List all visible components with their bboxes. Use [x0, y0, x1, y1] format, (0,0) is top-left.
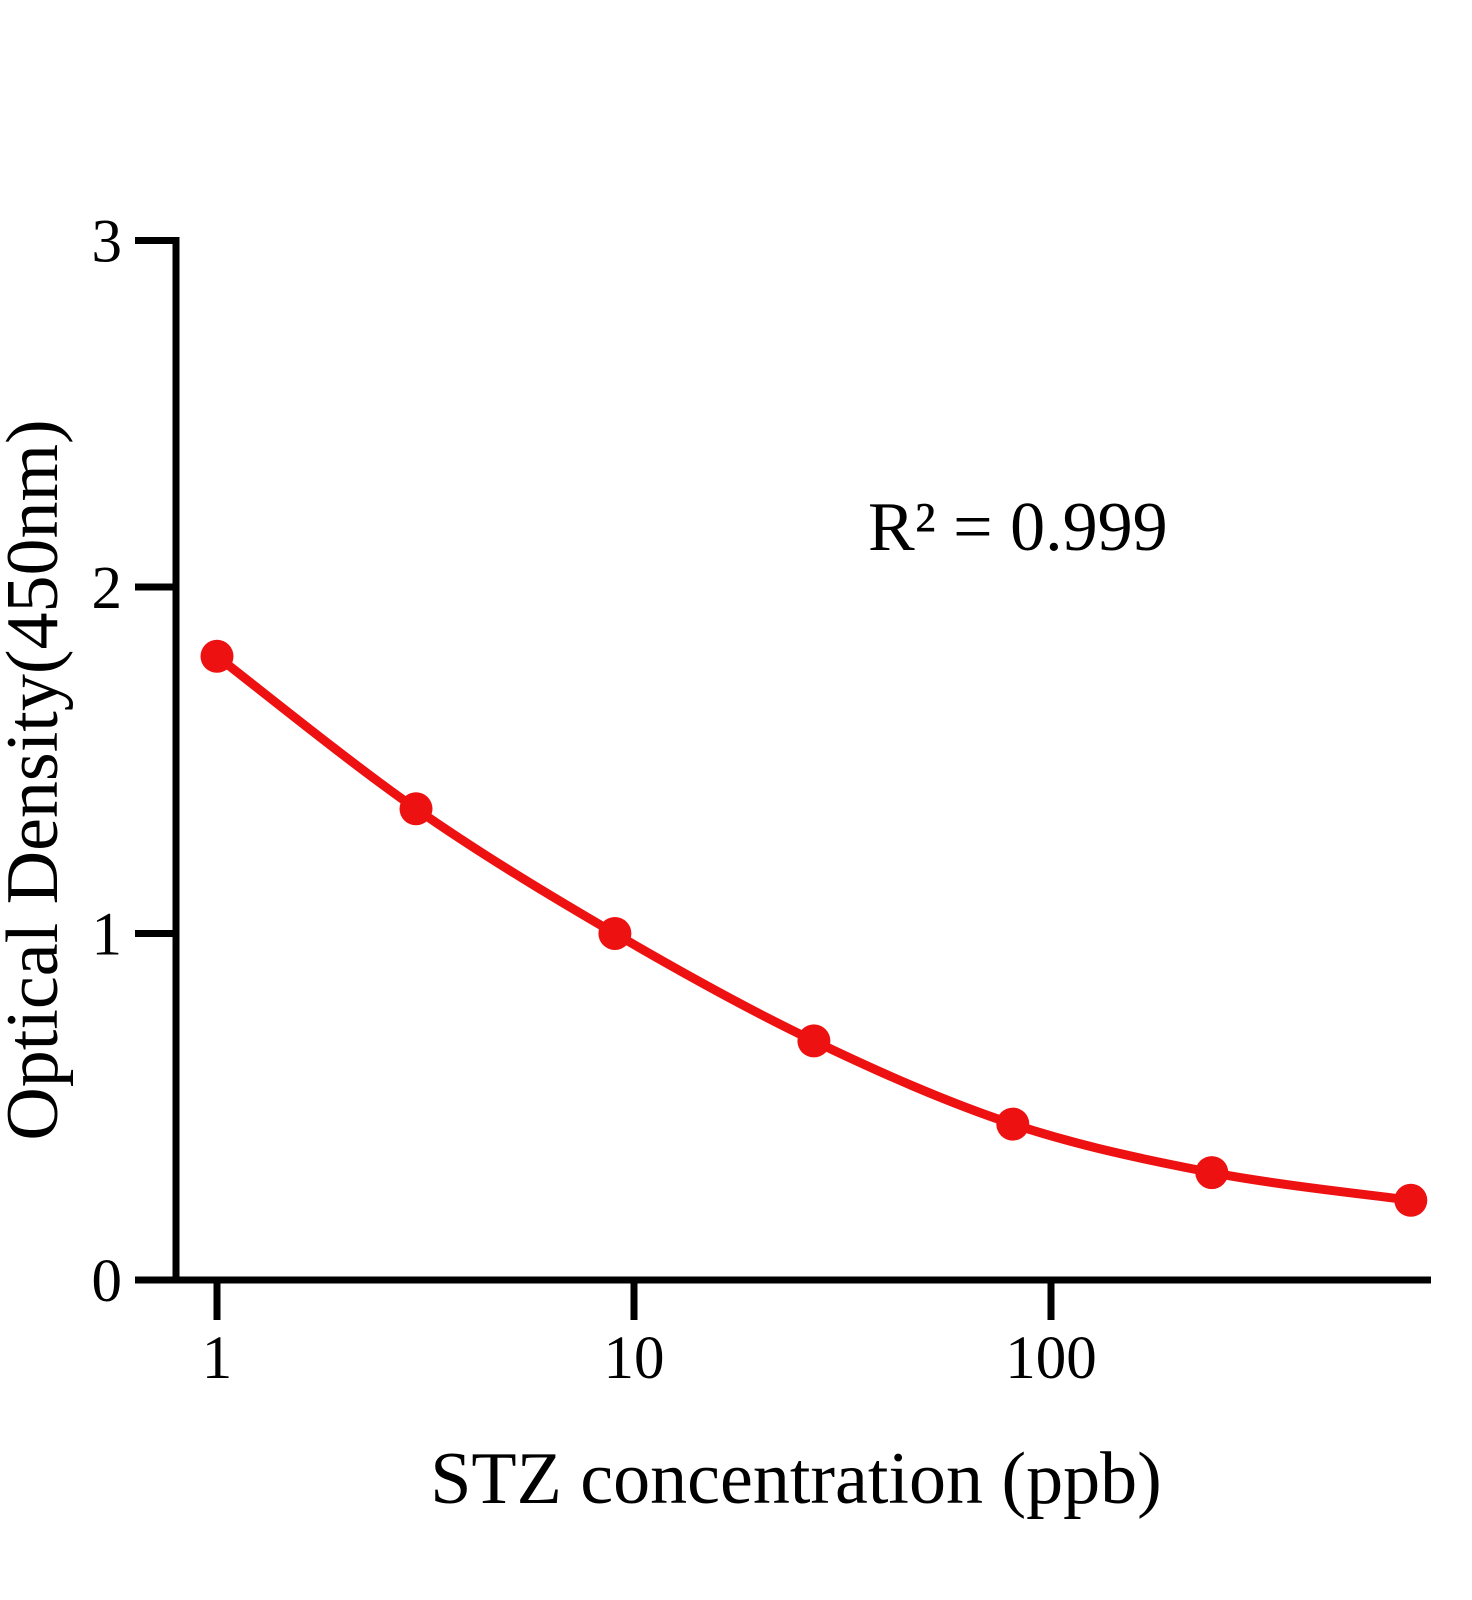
- data-point: [399, 792, 433, 826]
- y-axis-title: Optical Density(450nm): [0, 419, 74, 1140]
- axes: 0 1 2 3 1 10 100: [92, 209, 1431, 1392]
- x-tick-label: 100: [1005, 1325, 1097, 1392]
- x-axis-title: STZ concentration (ppb): [430, 1438, 1162, 1520]
- data-series: [200, 639, 1428, 1217]
- y-tick-label: 0: [92, 1248, 123, 1315]
- data-point: [200, 639, 234, 673]
- data-point: [1195, 1156, 1229, 1190]
- x-tick-label: 1: [202, 1325, 233, 1392]
- data-point: [598, 917, 632, 950]
- y-tick-label: 2: [92, 555, 123, 622]
- data-point: [797, 1024, 831, 1058]
- fit-curve: [212, 651, 1416, 1205]
- y-tick-label: 3: [92, 209, 123, 276]
- y-tick-label: 1: [92, 902, 123, 969]
- x-tick-label: 10: [604, 1325, 665, 1392]
- r-squared-annotation: R² = 0.999: [868, 489, 1168, 566]
- data-point: [1394, 1183, 1428, 1217]
- data-point: [996, 1107, 1030, 1141]
